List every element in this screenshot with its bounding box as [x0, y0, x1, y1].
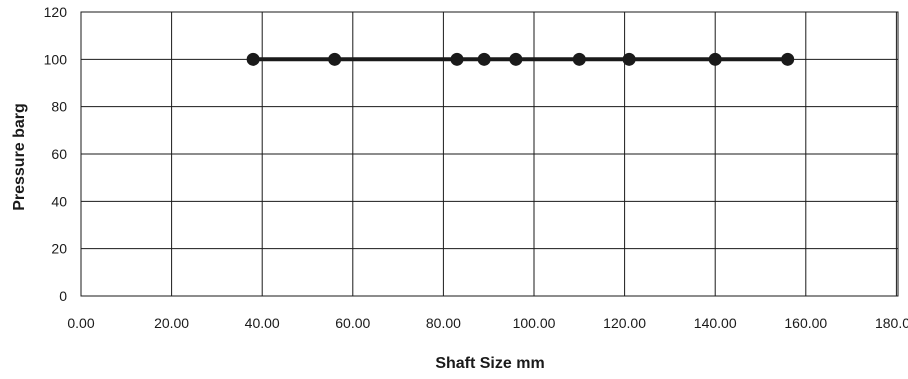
x-tick-label: 0.00	[67, 315, 94, 331]
plot-frame	[80, 11, 899, 297]
y-tick-label: 80	[51, 99, 67, 115]
data-point	[622, 52, 636, 66]
x-tick-label: 40.00	[245, 315, 280, 331]
data-point	[328, 52, 342, 66]
y-tick-label: 0	[59, 288, 67, 304]
tick-labels: 0.00 20.00 40.00 60.00 80.00 100.00 120.00 140.…	[44, 4, 908, 331]
data-point	[477, 52, 491, 66]
y-axis-label: Pressure barg	[11, 103, 28, 211]
data-point	[246, 52, 260, 66]
x-tick-label: 100.00	[513, 315, 556, 331]
y-tick-label: 100	[44, 51, 68, 67]
x-tick-label: 160.00	[784, 315, 827, 331]
data-point	[450, 52, 464, 66]
x-tick-label: 180.00	[875, 315, 908, 331]
y-tick-label: 120	[44, 4, 68, 20]
x-tick-label: 140.00	[694, 315, 737, 331]
x-tick-label: 80.00	[426, 315, 461, 331]
data-point	[708, 52, 722, 66]
series	[246, 52, 795, 66]
data-point	[509, 52, 523, 66]
x-tick-label: 120.00	[603, 315, 646, 331]
y-tick-label: 40	[51, 193, 67, 209]
data-point	[572, 52, 586, 66]
data-point	[781, 52, 795, 66]
y-tick-label: 60	[51, 146, 67, 162]
x-tick-label: 60.00	[335, 315, 370, 331]
x-tick-label: 20.00	[154, 315, 189, 331]
grid	[80, 11, 899, 297]
x-axis-label: Shaft Size mm	[435, 355, 544, 372]
y-tick-label: 20	[51, 241, 67, 257]
